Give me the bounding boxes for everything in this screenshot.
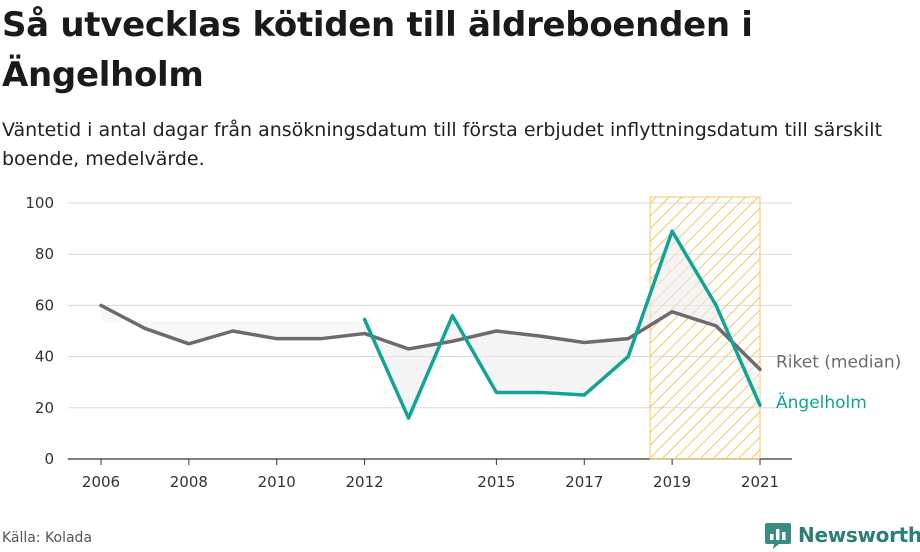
series-label-riket: Riket (median): [776, 352, 901, 372]
data-point-angelholm: [714, 303, 718, 307]
data-point-riket: [319, 337, 323, 341]
data-point-angelholm: [407, 416, 411, 420]
data-point-riket: [538, 334, 542, 338]
brand-logo: Newsworthy: [764, 520, 920, 550]
x-tick-label: 2021: [741, 473, 779, 491]
x-tick-label: 2006: [82, 473, 120, 491]
y-tick-label: 20: [35, 399, 54, 417]
x-tick-label: 2015: [477, 473, 515, 491]
data-point-angelholm: [363, 317, 367, 321]
highlight-band: [649, 196, 761, 460]
data-point-angelholm: [582, 393, 586, 397]
data-point-angelholm: [670, 229, 674, 233]
data-point-riket: [275, 337, 279, 341]
brand-name: Newsworthy: [798, 523, 920, 547]
data-point-riket: [450, 339, 454, 343]
x-tick-label: 2017: [565, 473, 603, 491]
y-tick-label: 40: [35, 348, 54, 366]
x-tick-label: 2012: [346, 473, 384, 491]
data-point-riket: [143, 326, 147, 330]
data-point-riket: [231, 329, 235, 333]
y-tick-label: 80: [35, 245, 54, 263]
series-label-angelholm: Ängelholm: [776, 392, 867, 413]
data-point-riket: [670, 310, 674, 314]
y-tick-label: 60: [35, 296, 54, 314]
data-point-riket: [407, 347, 411, 351]
data-point-riket: [99, 303, 103, 307]
data-point-riket: [494, 329, 498, 333]
difference-area-early: [101, 305, 365, 344]
y-tick-label: 100: [25, 194, 54, 212]
difference-area: [364, 231, 760, 419]
data-point-riket: [363, 332, 367, 336]
series-line-riket: [99, 303, 762, 372]
data-point-riket: [758, 367, 762, 371]
newsworthy-logo-icon: [765, 523, 791, 549]
data-point-riket: [187, 342, 191, 346]
data-point-angelholm: [450, 314, 454, 318]
chart-title: Så utvecklas kötiden till äldreboenden i…: [2, 5, 753, 95]
data-point-riket: [582, 341, 586, 345]
x-tick-label: 2010: [258, 473, 296, 491]
series-line-angelholm: [362, 229, 762, 420]
data-point-angelholm: [626, 355, 630, 359]
line-chart: 0 20 40 60 80 100 2006 2008 2010 2012 2015 2017 2019…: [25, 194, 901, 491]
y-tick-label: 0: [44, 450, 54, 468]
source-note: Källa: Kolada: [2, 530, 93, 546]
data-point-riket: [714, 324, 718, 328]
data-point-riket: [626, 337, 630, 341]
data-point-angelholm: [494, 390, 498, 394]
x-tick-label: 2008: [170, 473, 208, 491]
data-point-angelholm: [538, 390, 542, 394]
data-point-angelholm: [758, 403, 762, 407]
x-tick-label: 2019: [653, 473, 691, 491]
chart-subtitle: Väntetid i antal dagar från ansökningsda…: [2, 119, 883, 170]
